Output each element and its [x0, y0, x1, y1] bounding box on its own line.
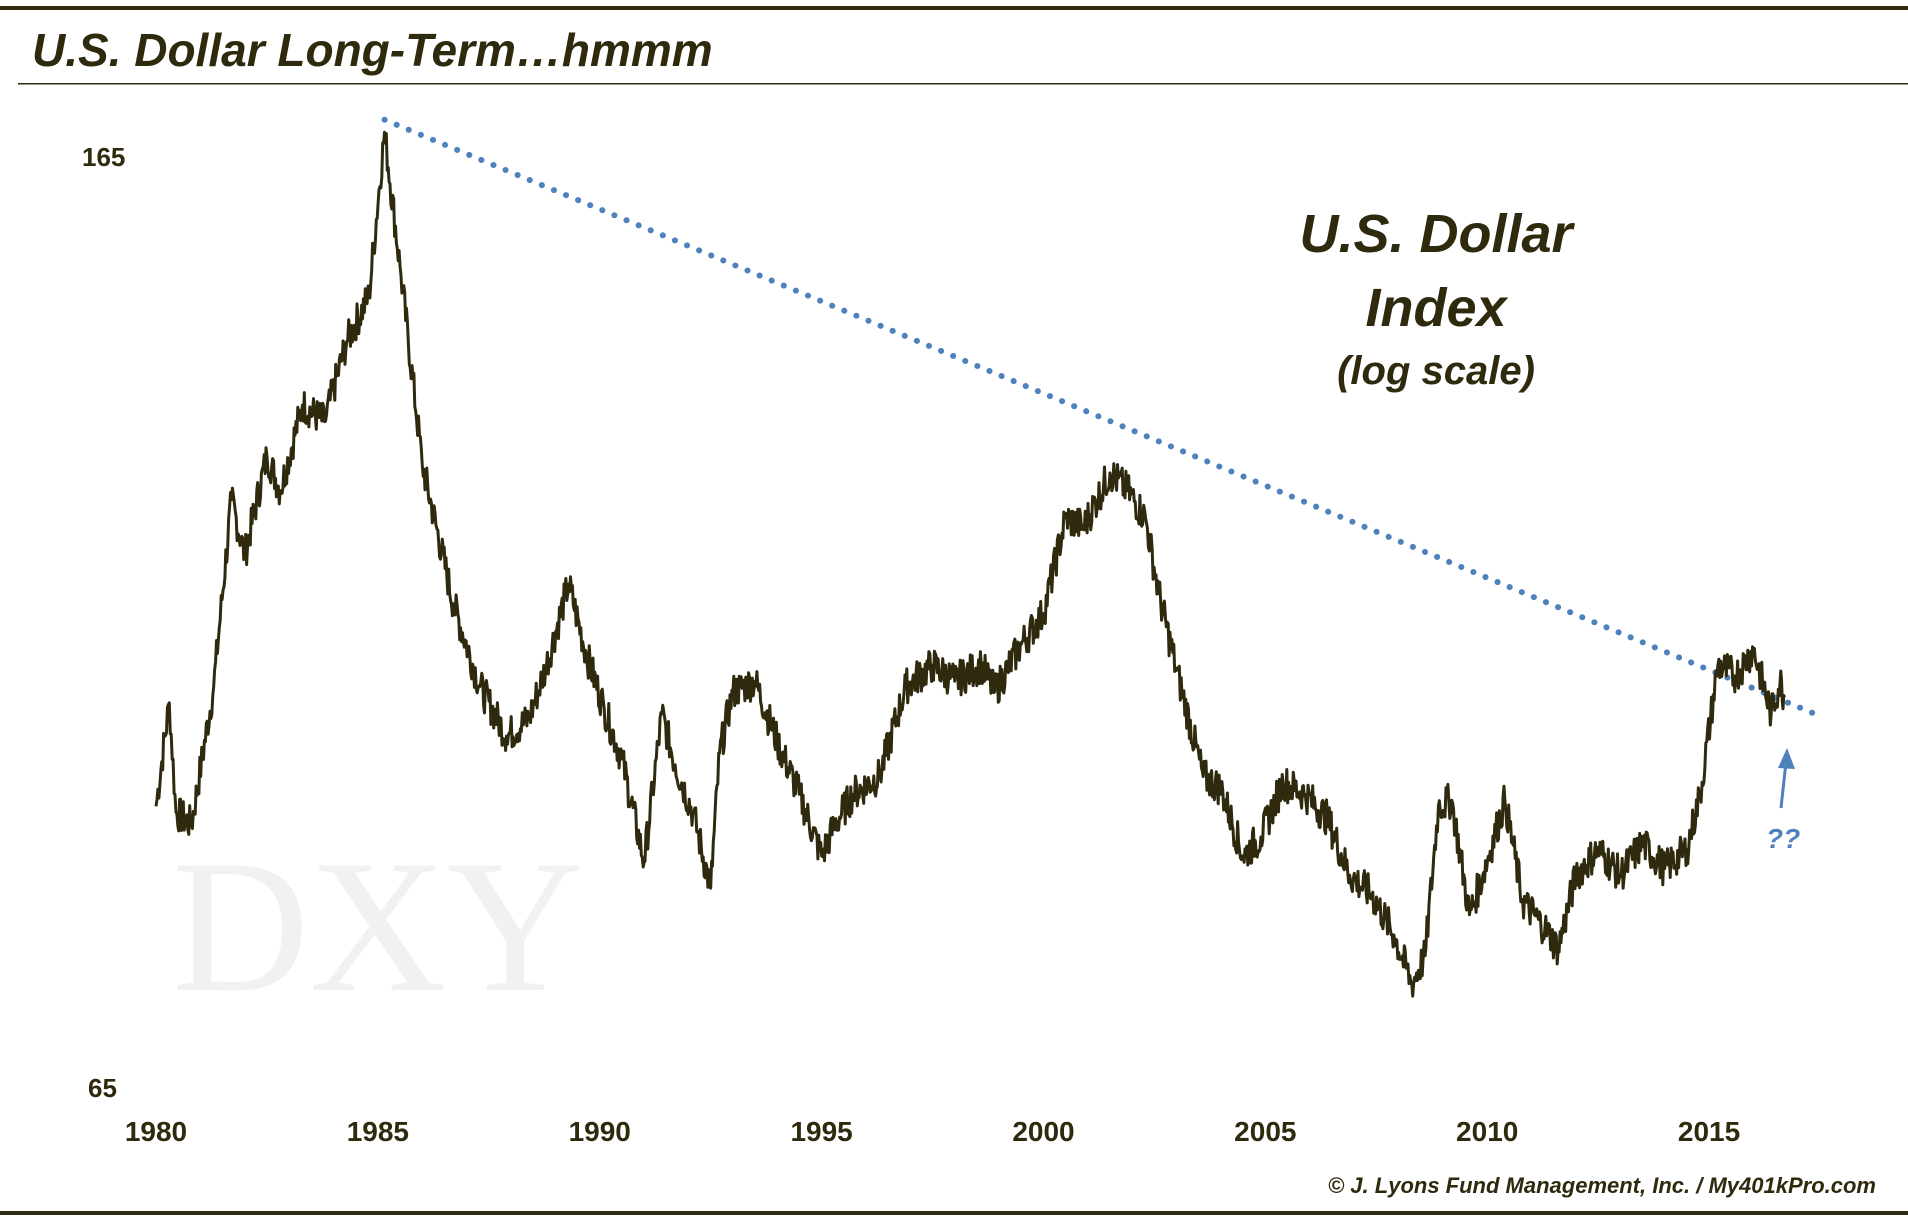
top-rule: [0, 6, 1908, 10]
arrow-annotation: ??: [1766, 748, 1800, 854]
x-tick-label-1985: 1985: [347, 1116, 409, 1147]
x-tick-label-2005: 2005: [1234, 1116, 1296, 1147]
annotation-title: U.S. Dollar: [1299, 204, 1575, 264]
y-tick-label-65: 65: [88, 1073, 117, 1103]
y-tick-label-165: 165: [82, 142, 125, 172]
copyright-footer: © J. Lyons Fund Management, Inc. / My401…: [1328, 1173, 1876, 1198]
x-tick-labels: 1980 1985 1990 1995 2000 2005 2010 2015: [125, 1116, 1740, 1147]
bottom-rule: [0, 1211, 1908, 1215]
arrow-head-icon: [1778, 748, 1795, 769]
arrow-shaft: [1779, 761, 1788, 809]
x-tick-label-1995: 1995: [790, 1116, 852, 1147]
page-title: U.S. Dollar Long-Term…hmmm: [32, 24, 713, 76]
x-tick-label-2015: 2015: [1678, 1116, 1740, 1147]
annotation-subtitle: Index: [1365, 278, 1508, 338]
watermark-text: DXY: [172, 822, 584, 1032]
x-tick-label-2000: 2000: [1012, 1116, 1074, 1147]
trendline-layer: [381, 116, 1823, 719]
trendline-dotted: [381, 116, 1823, 719]
x-tick-label-1990: 1990: [569, 1116, 631, 1147]
series-layer: [154, 130, 1786, 998]
question-mark-label: ??: [1766, 823, 1800, 854]
annotation-scale-note: (log scale): [1337, 349, 1535, 393]
series-line-dxy: [154, 130, 1786, 998]
x-tick-label-2010: 2010: [1456, 1116, 1518, 1147]
x-tick-label-1980: 1980: [125, 1116, 187, 1147]
title-underline: [18, 83, 1908, 85]
